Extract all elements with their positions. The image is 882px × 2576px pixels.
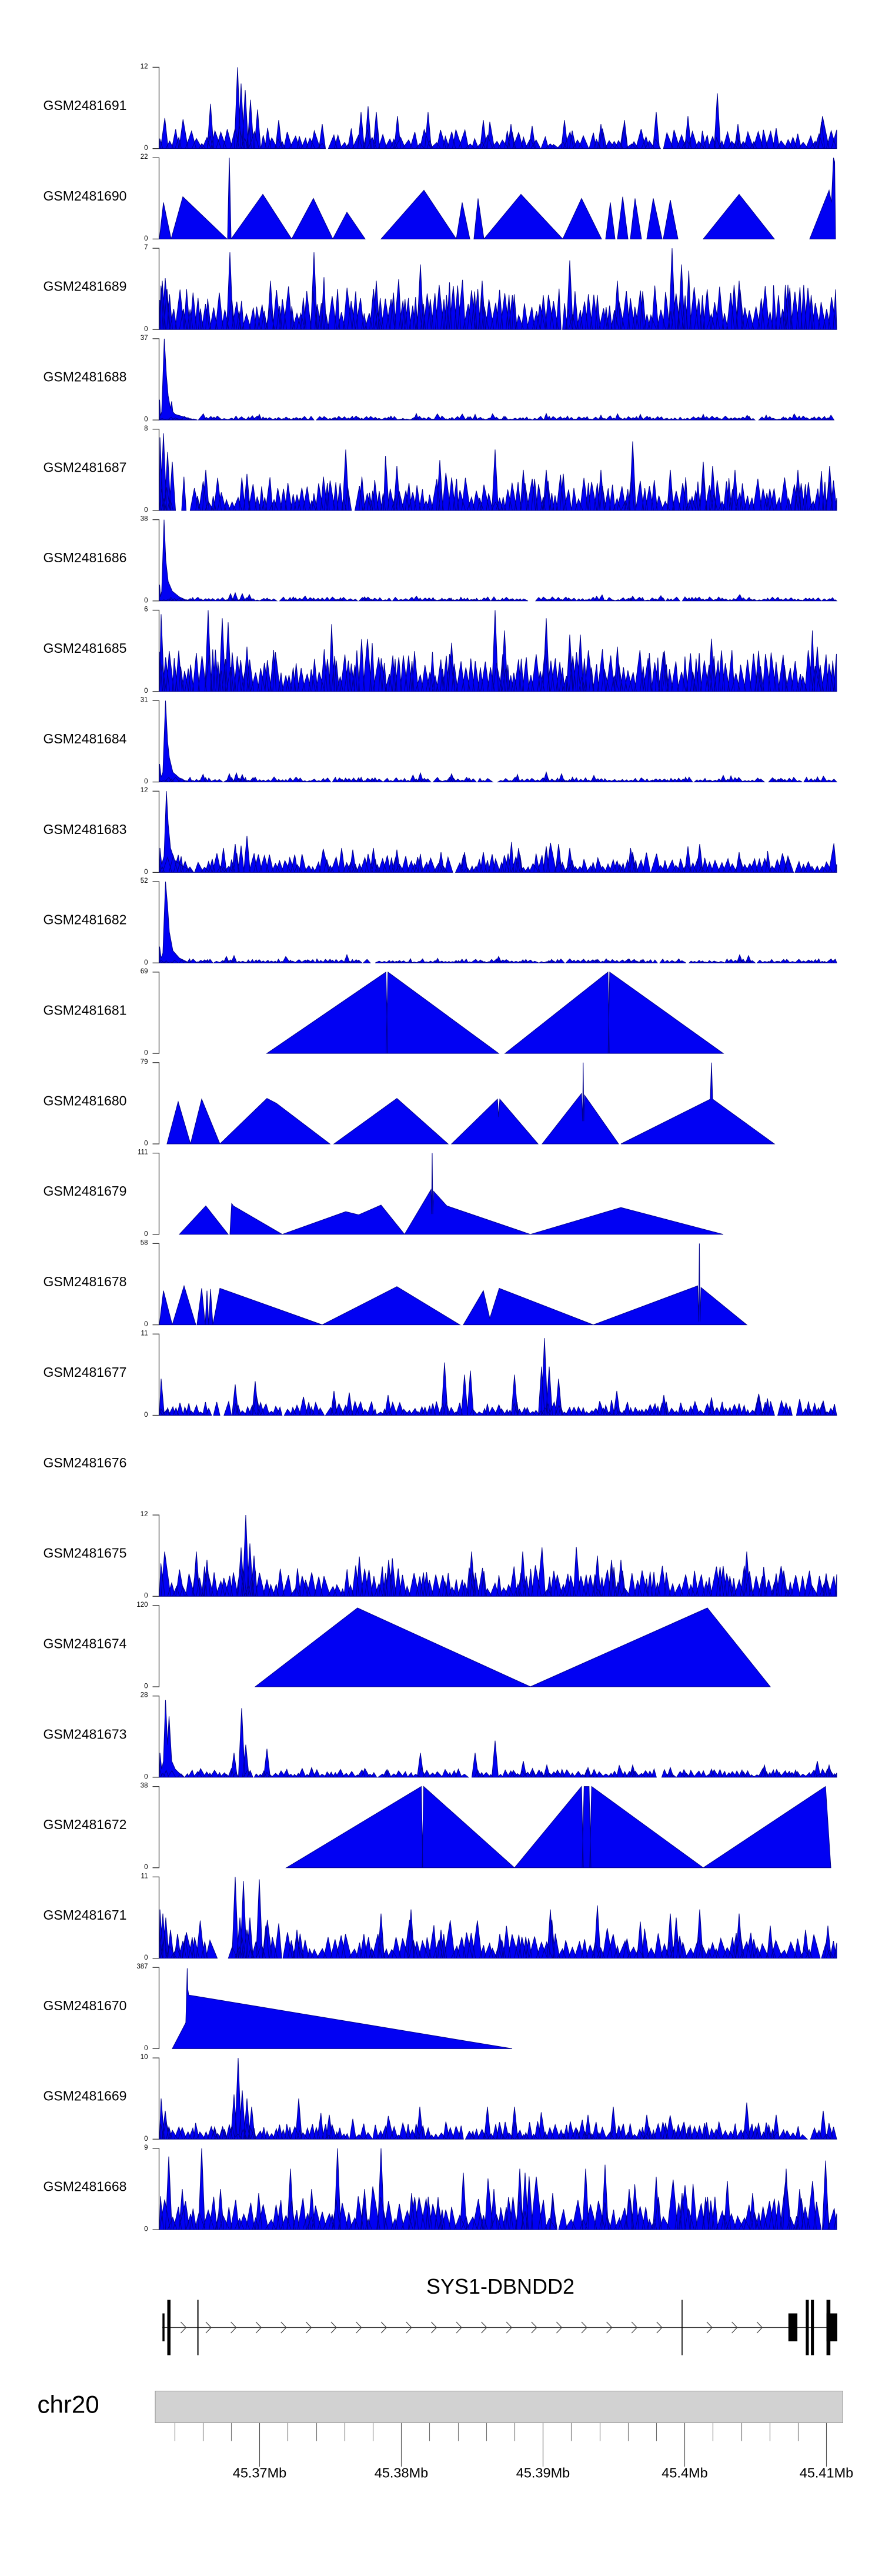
svg-text:0: 0 (144, 416, 148, 423)
svg-text:22: 22 (141, 154, 148, 161)
svg-text:12: 12 (141, 63, 148, 70)
svg-text:9: 9 (144, 2144, 148, 2151)
svg-text:0: 0 (144, 1050, 148, 1057)
svg-text:0: 0 (144, 1230, 148, 1237)
svg-text:GSM2481673: GSM2481673 (44, 1726, 127, 1741)
svg-text:SYS1-DBNDD2: SYS1-DBNDD2 (426, 2274, 574, 2298)
svg-text:45.39Mb: 45.39Mb (516, 2465, 570, 2481)
svg-text:12: 12 (141, 1511, 148, 1518)
svg-text:45.41Mb: 45.41Mb (800, 2465, 853, 2481)
svg-text:69: 69 (141, 968, 148, 975)
svg-text:12: 12 (141, 787, 148, 794)
svg-text:GSM2481675: GSM2481675 (44, 1546, 127, 1561)
svg-text:10: 10 (141, 2054, 148, 2061)
svg-text:GSM2481683: GSM2481683 (44, 822, 127, 837)
svg-text:GSM2481680: GSM2481680 (44, 1093, 127, 1108)
svg-text:GSM2481668: GSM2481668 (44, 2179, 127, 2194)
svg-text:11: 11 (141, 1330, 148, 1337)
svg-text:8: 8 (144, 425, 148, 432)
svg-text:GSM2481677: GSM2481677 (44, 1364, 127, 1380)
svg-text:0: 0 (144, 145, 148, 152)
svg-text:GSM2481670: GSM2481670 (44, 1998, 127, 2013)
svg-text:120: 120 (136, 1601, 148, 1609)
svg-text:38: 38 (141, 1783, 148, 1790)
svg-text:GSM2481674: GSM2481674 (44, 1636, 127, 1651)
svg-text:0: 0 (144, 2135, 148, 2143)
svg-text:GSM2481678: GSM2481678 (44, 1274, 127, 1289)
svg-text:0: 0 (144, 1593, 148, 1600)
svg-text:GSM2481690: GSM2481690 (44, 188, 127, 203)
svg-text:7: 7 (144, 244, 148, 251)
svg-text:0: 0 (144, 326, 148, 333)
svg-text:chr20: chr20 (38, 2391, 99, 2418)
svg-text:28: 28 (141, 1692, 148, 1699)
svg-text:0: 0 (144, 1683, 148, 1690)
svg-text:0: 0 (144, 869, 148, 876)
svg-text:0: 0 (144, 1321, 148, 1328)
svg-text:GSM2481684: GSM2481684 (44, 731, 127, 746)
svg-text:52: 52 (141, 877, 148, 885)
svg-text:45.38Mb: 45.38Mb (375, 2465, 428, 2481)
svg-text:GSM2481672: GSM2481672 (44, 1817, 127, 1832)
svg-text:0: 0 (144, 597, 148, 604)
svg-text:11: 11 (141, 1873, 148, 1880)
svg-text:GSM2481676: GSM2481676 (44, 1455, 127, 1470)
svg-text:GSM2481685: GSM2481685 (44, 640, 127, 656)
svg-text:79: 79 (141, 1059, 148, 1066)
svg-text:GSM2481682: GSM2481682 (44, 912, 127, 927)
svg-text:38: 38 (141, 516, 148, 523)
svg-text:37: 37 (141, 335, 148, 342)
svg-text:45.37Mb: 45.37Mb (233, 2465, 286, 2481)
svg-text:6: 6 (144, 606, 148, 613)
svg-text:0: 0 (144, 1412, 148, 1419)
svg-text:0: 0 (144, 2226, 148, 2233)
svg-text:GSM2481691: GSM2481691 (44, 98, 127, 113)
svg-text:0: 0 (144, 1864, 148, 1871)
svg-text:31: 31 (141, 696, 148, 703)
svg-text:58: 58 (141, 1239, 148, 1246)
svg-text:GSM2481687: GSM2481687 (44, 459, 127, 475)
svg-text:0: 0 (144, 959, 148, 966)
svg-text:0: 0 (144, 1140, 148, 1147)
svg-text:GSM2481671: GSM2481671 (44, 1907, 127, 1923)
svg-text:GSM2481686: GSM2481686 (44, 550, 127, 565)
svg-text:387: 387 (136, 1963, 148, 1970)
svg-text:111: 111 (138, 1149, 148, 1156)
svg-text:0: 0 (144, 1773, 148, 1780)
svg-text:45.4Mb: 45.4Mb (662, 2465, 707, 2481)
svg-text:0: 0 (144, 688, 148, 695)
svg-text:GSM2481681: GSM2481681 (44, 1003, 127, 1018)
svg-text:0: 0 (144, 2045, 148, 2052)
svg-text:GSM2481669: GSM2481669 (44, 2088, 127, 2104)
svg-text:GSM2481689: GSM2481689 (44, 279, 127, 294)
svg-text:0: 0 (144, 235, 148, 242)
svg-text:GSM2481679: GSM2481679 (44, 1183, 127, 1199)
svg-text:0: 0 (144, 507, 148, 514)
svg-text:GSM2481688: GSM2481688 (44, 369, 127, 385)
svg-text:0: 0 (144, 1954, 148, 1961)
svg-text:0: 0 (144, 778, 148, 785)
